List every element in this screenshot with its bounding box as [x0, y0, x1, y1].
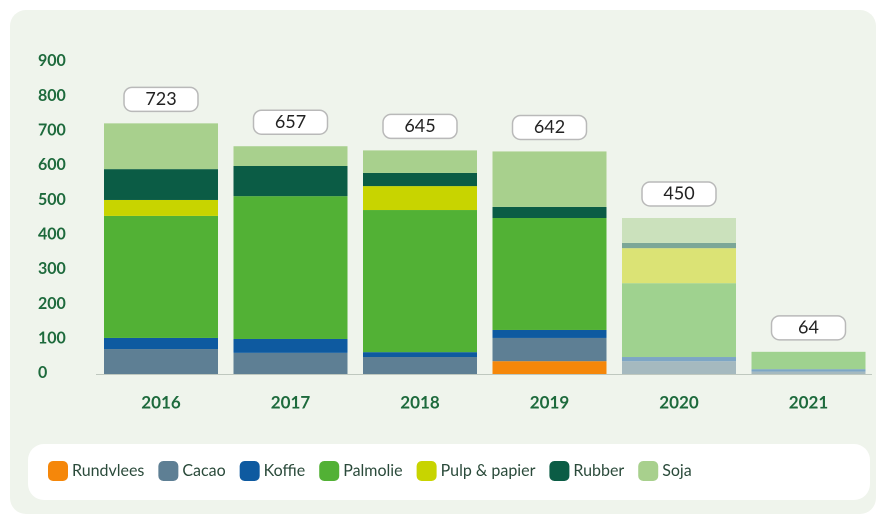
y-tick-label: 500 — [38, 190, 66, 209]
bar-segment — [751, 351, 866, 370]
y-tick-label: 0 — [38, 363, 47, 382]
total-pill — [641, 181, 717, 207]
legend-label: Rubber — [573, 461, 624, 480]
x-tick-label: 2019 — [530, 391, 569, 412]
x-tick-label: 2017 — [271, 391, 311, 412]
total-label: 642 — [534, 115, 565, 137]
bar-segment — [751, 371, 866, 374]
total-label: 723 — [145, 87, 176, 109]
bar-segment — [492, 337, 607, 362]
bar-group — [492, 151, 607, 374]
bar-segment — [104, 215, 218, 338]
total-label: 645 — [404, 114, 435, 136]
legend-box — [28, 444, 870, 500]
bar-segment — [363, 357, 477, 374]
legend-swatch — [638, 461, 659, 481]
bar-segment — [492, 206, 607, 218]
bar-segment — [622, 242, 736, 249]
bar-segment — [233, 166, 348, 197]
bar-segment — [622, 283, 736, 358]
legend-swatch — [158, 461, 179, 481]
bar-group — [751, 351, 866, 374]
bar-segment — [363, 352, 477, 358]
total-pill — [382, 113, 458, 140]
bar-segment — [363, 210, 477, 353]
legend-label: Koffie — [264, 461, 306, 480]
bar-segment — [233, 338, 348, 353]
bar-group — [233, 146, 348, 374]
legend-label: Soja — [662, 461, 692, 480]
bar-segment — [622, 248, 736, 284]
bar-segment — [363, 172, 477, 187]
total-label: 657 — [275, 110, 306, 132]
bar-segment — [622, 361, 736, 374]
y-tick-label: 600 — [38, 155, 66, 174]
bar-segment — [492, 151, 607, 207]
x-tick-label: 2018 — [400, 391, 440, 412]
y-tick-label: 200 — [38, 294, 66, 313]
bar-segment — [104, 337, 218, 350]
legend-label: Palmolie — [343, 461, 402, 480]
bar-segment — [104, 349, 218, 374]
total-pill — [123, 86, 199, 113]
bar-segment — [492, 218, 607, 330]
bar-segment — [622, 357, 736, 362]
y-tick-label: 300 — [38, 259, 66, 278]
legend-label: Cacao — [182, 461, 225, 480]
legend-swatch — [549, 461, 570, 481]
bar-segment — [233, 196, 348, 339]
y-tick-label: 400 — [38, 224, 66, 243]
total-label: 64 — [798, 315, 819, 337]
legend-label: Rundvlees — [72, 461, 144, 480]
x-tick-label: 2021 — [789, 391, 828, 412]
bar-segment — [233, 352, 348, 374]
bar-segment — [363, 150, 477, 173]
legend-swatch — [319, 461, 340, 481]
y-tick-label: 700 — [38, 120, 66, 139]
bar-group — [622, 218, 736, 374]
legend-swatch — [239, 461, 260, 481]
x-tick-label: 2020 — [659, 391, 699, 412]
bar-segment — [751, 369, 866, 372]
y-tick-label: 800 — [38, 86, 66, 105]
bar-segment — [492, 361, 607, 374]
legend-swatch — [416, 461, 437, 481]
bar-segment — [104, 123, 218, 170]
legend-swatch — [48, 461, 68, 481]
bar-segment — [233, 146, 348, 166]
total-pill — [511, 114, 588, 141]
x-tick-label: 2016 — [141, 391, 181, 412]
legend-label: Pulp & papier — [441, 461, 536, 480]
bar-group — [363, 150, 477, 374]
bar-group — [104, 123, 218, 374]
y-tick-label: 900 — [38, 51, 66, 70]
y-tick-label: 100 — [38, 328, 66, 347]
total-pill — [252, 109, 329, 135]
bar-segment — [104, 199, 218, 216]
bar-segment — [104, 169, 218, 200]
bar-segment — [492, 329, 607, 338]
bar-segment — [363, 186, 477, 211]
total-label: 450 — [663, 182, 694, 204]
bar-segment — [622, 218, 736, 243]
total-pill — [770, 315, 847, 341]
